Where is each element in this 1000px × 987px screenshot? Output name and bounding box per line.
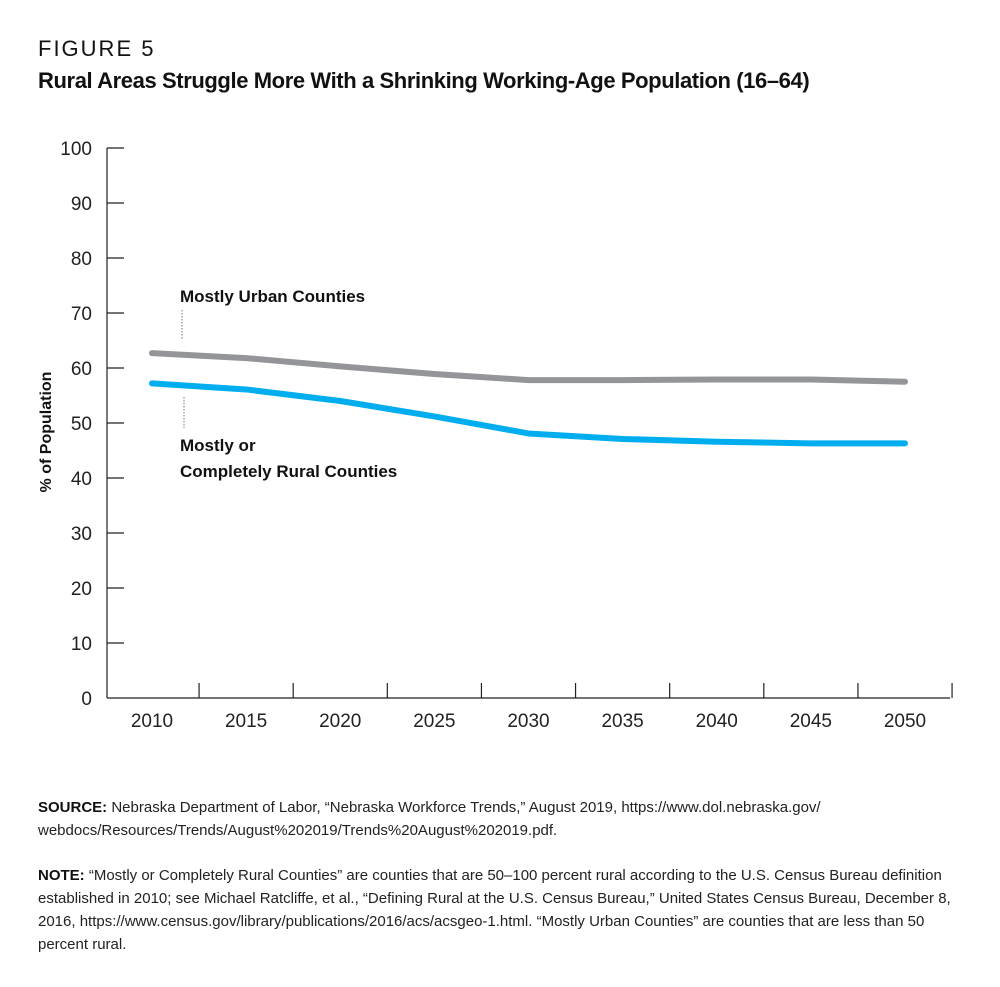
source-text: Nebraska Department of Labor, “Nebraska … bbox=[38, 799, 821, 839]
y-tick-label: 30 bbox=[71, 524, 92, 545]
y-tick-label: 50 bbox=[71, 414, 92, 435]
series-line-urban bbox=[149, 350, 908, 385]
x-tick-label: 2025 bbox=[413, 711, 455, 732]
figure-label: FIGURE 5 bbox=[38, 36, 156, 61]
x-tick-label: 2045 bbox=[790, 711, 832, 732]
source-label: SOURCE: bbox=[38, 799, 108, 816]
x-tick-label: 2020 bbox=[319, 711, 361, 732]
y-tick-label: 100 bbox=[60, 139, 92, 160]
y-tick-label: 70 bbox=[71, 304, 92, 325]
x-tick-label: 2015 bbox=[225, 711, 267, 732]
series-lines bbox=[149, 350, 908, 447]
y-tick-label: 60 bbox=[71, 359, 92, 380]
series-line-rural bbox=[149, 380, 908, 447]
x-tick-label: 2030 bbox=[507, 711, 549, 732]
series-label-rural-line1: Mostly or bbox=[180, 436, 256, 455]
y-tick-label: 0 bbox=[81, 689, 92, 710]
note: NOTE: “Mostly or Completely Rural Counti… bbox=[38, 864, 968, 956]
y-tick-label: 20 bbox=[71, 579, 92, 600]
x-tick-label: 2050 bbox=[884, 711, 926, 732]
y-tick-label: 90 bbox=[71, 194, 92, 215]
x-tick-label: 2010 bbox=[131, 711, 173, 732]
x-tick-label: 2040 bbox=[696, 711, 738, 732]
y-axis-label: % of Population bbox=[38, 372, 55, 493]
note-label: NOTE: bbox=[38, 867, 85, 884]
y-tick-label: 10 bbox=[71, 634, 92, 655]
chart-title: Rural Areas Struggle More With a Shrinki… bbox=[38, 68, 810, 93]
note-text: “Mostly or Completely Rural Counties” ar… bbox=[38, 867, 951, 953]
y-tick-label: 40 bbox=[71, 469, 92, 490]
series-label-urban: Mostly Urban Counties bbox=[180, 287, 365, 306]
y-tick-label: 80 bbox=[71, 249, 92, 270]
source-note: SOURCE: Nebraska Department of Labor, “N… bbox=[38, 796, 968, 842]
x-tick-label: 2035 bbox=[601, 711, 643, 732]
series-label-rural-line2: Completely Rural Counties bbox=[180, 462, 397, 481]
